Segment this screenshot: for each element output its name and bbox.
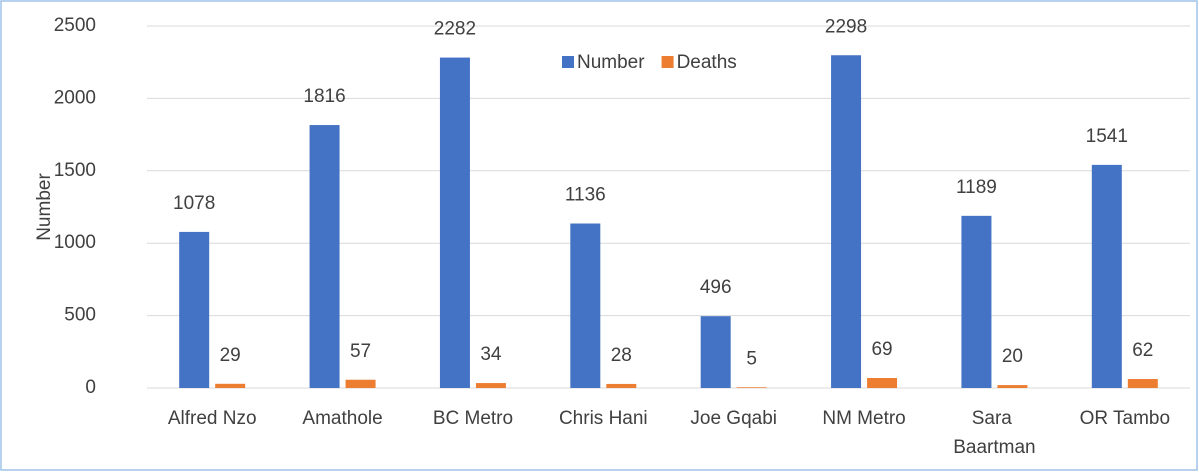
bar bbox=[439, 57, 470, 388]
bar bbox=[179, 231, 210, 388]
value-label: 69 bbox=[871, 339, 892, 360]
bar bbox=[1091, 164, 1122, 388]
y-tick-label: 1500 bbox=[54, 160, 96, 181]
y-tick-label: 2000 bbox=[54, 87, 96, 108]
bar bbox=[606, 383, 637, 388]
bar bbox=[831, 55, 862, 388]
bar bbox=[345, 379, 376, 388]
value-label: 2298 bbox=[825, 16, 867, 37]
bar bbox=[309, 125, 340, 388]
y-tick-label: 0 bbox=[85, 377, 96, 398]
bar bbox=[570, 223, 601, 388]
y-tick-label: 500 bbox=[64, 305, 96, 326]
bar bbox=[1127, 379, 1158, 388]
y-tick-label: 1000 bbox=[54, 232, 96, 253]
value-label: 20 bbox=[1002, 346, 1023, 367]
legend-label: Number bbox=[577, 52, 645, 73]
legend-swatch bbox=[562, 56, 574, 68]
value-label: 62 bbox=[1132, 340, 1153, 361]
value-label: 1189 bbox=[956, 177, 997, 198]
value-label: 57 bbox=[350, 341, 371, 362]
bar bbox=[736, 387, 767, 388]
x-tick-label: OR Tambo bbox=[1080, 408, 1170, 429]
value-label: 1816 bbox=[303, 86, 345, 107]
legend-label: Deaths bbox=[677, 52, 737, 73]
bar bbox=[867, 378, 898, 388]
bar bbox=[475, 383, 506, 388]
bar bbox=[997, 385, 1028, 388]
value-label: 1078 bbox=[173, 193, 215, 214]
bar bbox=[700, 316, 731, 388]
x-tick-label: NM Metro bbox=[822, 408, 905, 429]
x-tick-label: Chris Hani bbox=[559, 408, 648, 429]
value-label: 1136 bbox=[565, 185, 606, 206]
legend-swatch bbox=[661, 56, 674, 68]
value-label: 1541 bbox=[1086, 126, 1128, 147]
bar bbox=[215, 383, 246, 388]
x-tick-label: Alfred Nzo bbox=[168, 408, 257, 429]
x-tick-label: Joe Gqabi bbox=[690, 408, 777, 429]
value-label: 28 bbox=[611, 345, 632, 366]
y-tick-label: 2500 bbox=[54, 15, 96, 36]
value-label: 2282 bbox=[434, 19, 476, 40]
value-label: 34 bbox=[480, 344, 502, 365]
x-tick-label: Amathole bbox=[302, 408, 382, 429]
y-axis-title: Number bbox=[34, 173, 55, 241]
value-label: 5 bbox=[746, 348, 757, 369]
value-label: 496 bbox=[700, 277, 732, 298]
value-label: 29 bbox=[220, 345, 241, 366]
bar bbox=[961, 215, 992, 388]
x-tick-label: Sara Baartman bbox=[953, 408, 1035, 458]
x-tick-label: BC Metro bbox=[433, 408, 513, 429]
